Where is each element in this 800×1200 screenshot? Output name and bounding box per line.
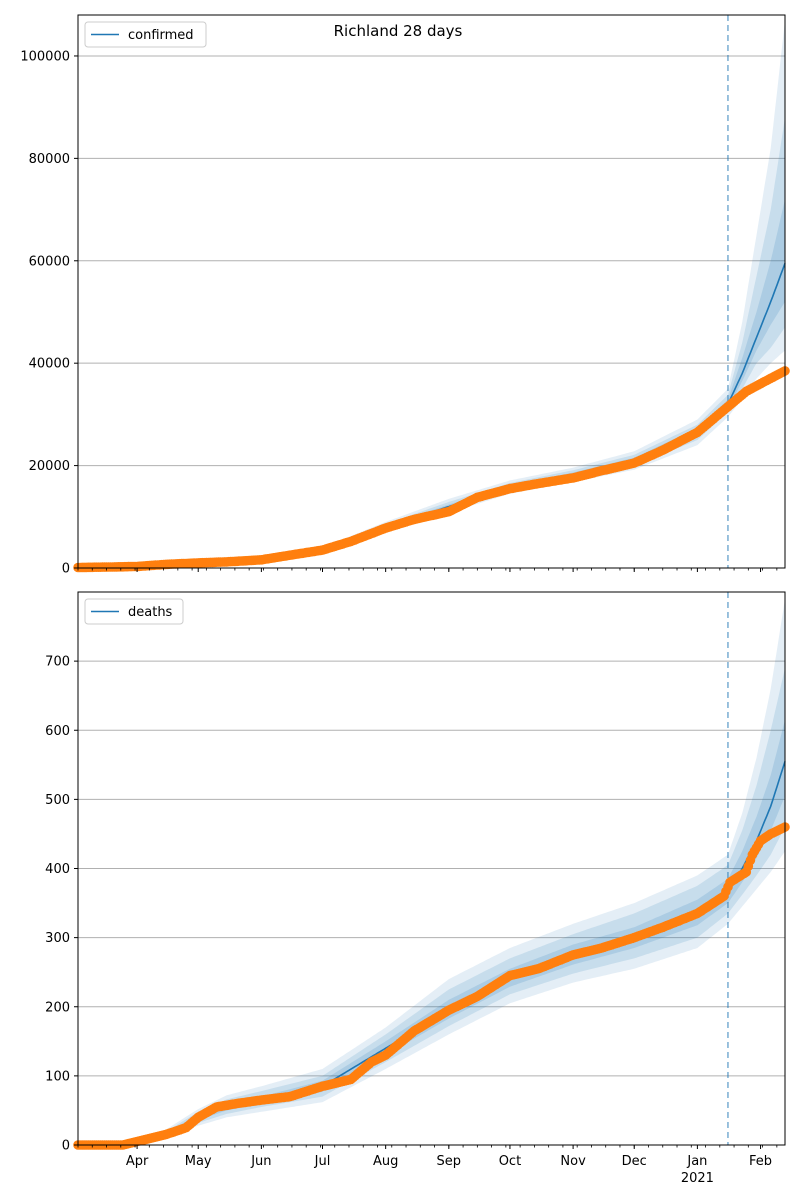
confirmed-x-axis bbox=[77, 568, 778, 572]
confirmed-model-line bbox=[77, 263, 786, 569]
y-tick-label: 40000 bbox=[29, 357, 70, 372]
x-tick-label: May bbox=[185, 1154, 212, 1169]
deaths-observed-points bbox=[73, 822, 790, 1150]
y-tick-label: 0 bbox=[62, 1139, 70, 1154]
confirmed-y-axis: 0 20000 40000 60000 80000 100000 bbox=[20, 49, 78, 577]
x-tick-label: Jul bbox=[314, 1154, 331, 1169]
uncertainty-band bbox=[78, 20, 785, 569]
y-tick-label: 100 bbox=[45, 1069, 70, 1084]
uncertainty-band bbox=[78, 598, 785, 1145]
x-tick-label: Feb bbox=[749, 1154, 772, 1169]
deaths-legend: deaths bbox=[84, 598, 184, 625]
deaths-uncertainty-bands bbox=[78, 598, 785, 1145]
y-tick-label: 400 bbox=[45, 862, 70, 877]
confirmed-uncertainty-bands bbox=[78, 20, 785, 569]
y-tick-label: 0 bbox=[62, 562, 70, 577]
x-tick-label: Nov bbox=[560, 1154, 586, 1169]
legend-label-deaths: deaths bbox=[128, 605, 173, 620]
y-tick-label: 700 bbox=[45, 655, 70, 670]
y-tick-label: 200 bbox=[45, 1000, 70, 1015]
legend-label-confirmed: confirmed bbox=[128, 28, 194, 43]
legend-box bbox=[84, 21, 207, 48]
y-tick-label: 600 bbox=[45, 724, 70, 739]
x-year-label: 2021 bbox=[681, 1171, 714, 1186]
y-tick-label: 60000 bbox=[29, 254, 70, 269]
y-tick-label: 500 bbox=[45, 793, 70, 808]
deaths-y-axis: 0 100 200 300 400 500 600 700 bbox=[45, 655, 78, 1154]
x-tick-label: Sep bbox=[437, 1154, 462, 1169]
y-tick-label: 20000 bbox=[29, 459, 70, 474]
confirmed-legend: confirmed bbox=[84, 21, 207, 48]
y-tick-label: 100000 bbox=[20, 49, 70, 64]
chart-title: Richland 28 days bbox=[334, 22, 463, 40]
x-tick-label: Aug bbox=[373, 1154, 398, 1169]
confirmed-gridlines bbox=[78, 55, 785, 467]
legend-box bbox=[84, 598, 184, 625]
deaths-x-axis: Apr May Jun Jul Aug Sep Oct Nov Dec Jan Feb 2021 bbox=[77, 1145, 778, 1186]
uncertainty-band bbox=[78, 668, 785, 1145]
confirmed-observed-points bbox=[73, 366, 790, 573]
deaths-panel: 0 100 200 300 400 500 600 700 Apr May Jun Jul Aug Se… bbox=[45, 591, 790, 1186]
x-tick-label: Oct bbox=[499, 1154, 521, 1169]
y-tick-label: 300 bbox=[45, 931, 70, 946]
deaths-gridlines bbox=[78, 660, 785, 1077]
x-tick-label: Dec bbox=[622, 1154, 647, 1169]
x-tick-label: Apr bbox=[126, 1154, 149, 1169]
y-tick-label: 80000 bbox=[29, 152, 70, 167]
confirmed-plot-frame bbox=[77, 14, 786, 569]
x-tick-label: Jan bbox=[686, 1154, 707, 1169]
uncertainty-band bbox=[78, 117, 785, 569]
confirmed-panel: 0 20000 40000 60000 80000 100000 confirmed Ri… bbox=[20, 14, 790, 577]
x-tick-label: Jun bbox=[250, 1154, 271, 1169]
